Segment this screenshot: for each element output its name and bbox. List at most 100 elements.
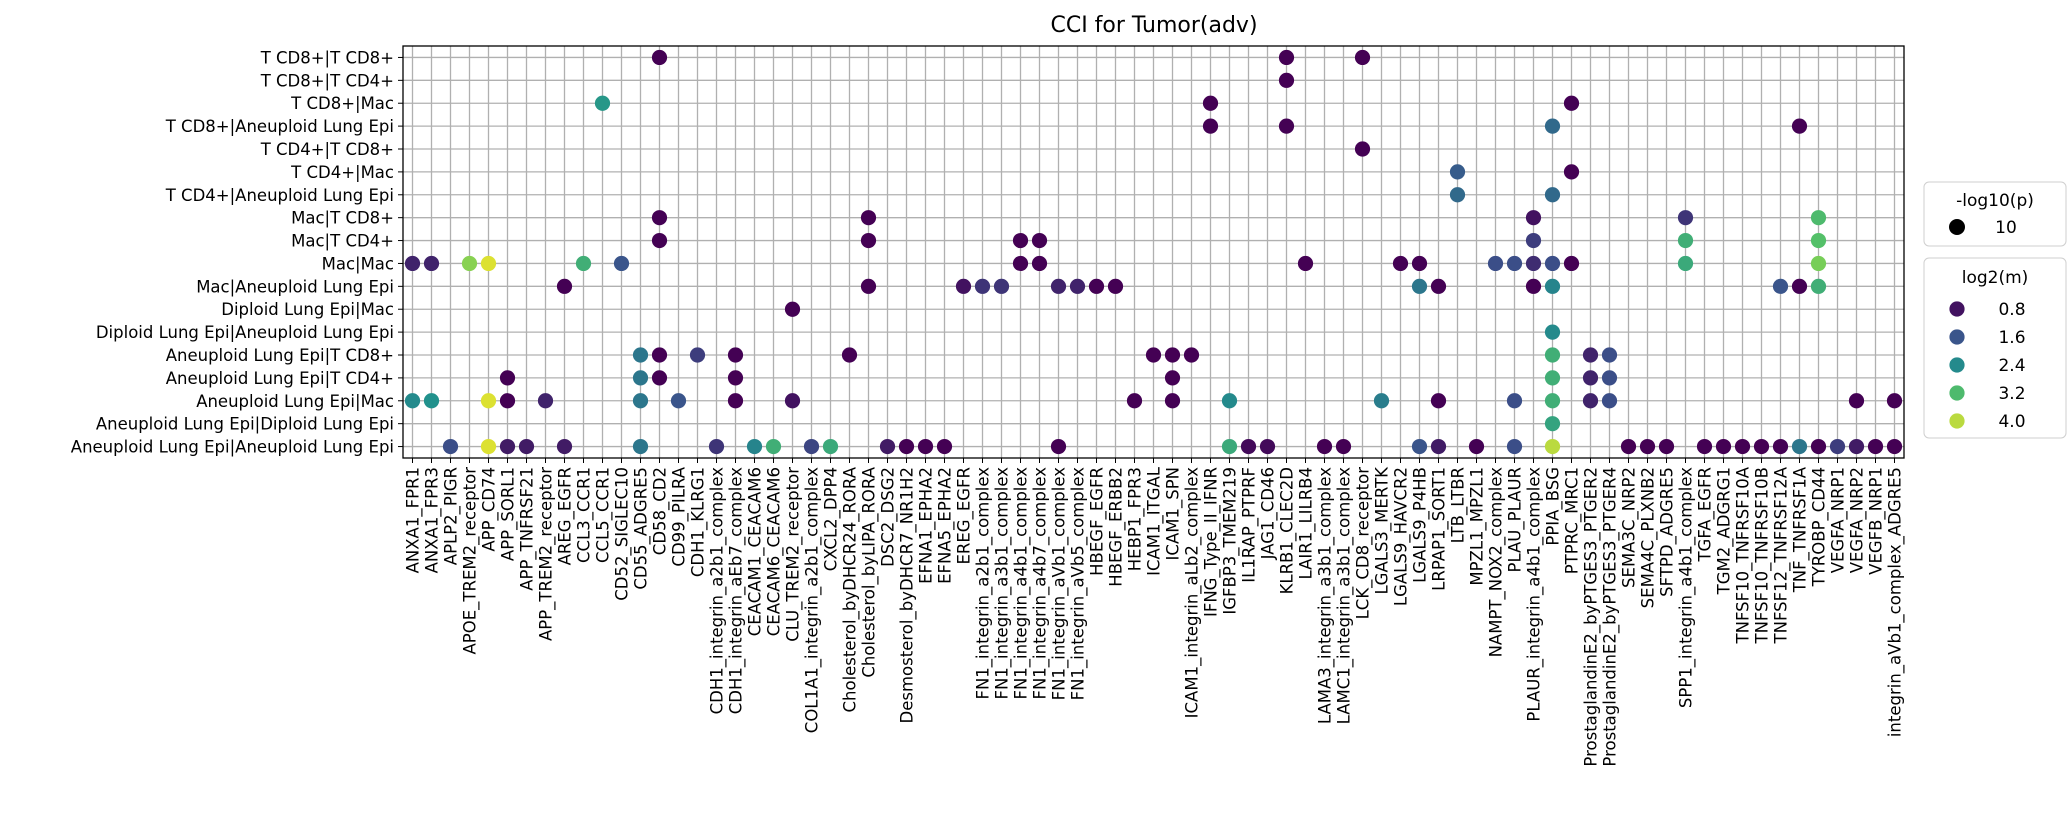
data-point	[1525, 232, 1542, 249]
color-legend-label: 4.0	[1998, 412, 2025, 432]
data-point	[1411, 278, 1428, 294]
data-point	[1563, 255, 1580, 272]
x-tick-label: APP_TREM2_receptor	[537, 467, 557, 641]
data-point	[1886, 438, 1903, 455]
x-tick-label: SFTPD_ADGRE5	[1658, 467, 1678, 597]
x-tick-label: PLAU_PLAUR	[1506, 467, 1526, 573]
x-tick-label: PTPRC_MRC1	[1563, 467, 1583, 574]
y-tick-label: Aneuploid Lung Epi|T CD8+	[166, 346, 394, 365]
data-point	[1658, 438, 1675, 455]
data-point	[860, 278, 877, 294]
data-point	[499, 393, 516, 409]
data-point	[1734, 438, 1751, 455]
x-tick-label: CDH1_integrin_aEb7_complex	[727, 467, 747, 715]
x-tick-label: ANXA1_FPR3	[423, 467, 443, 573]
data-point	[1810, 232, 1827, 249]
x-tick-label: APP_CD74	[480, 467, 500, 552]
x-tick-label: SEMA3C_NRP2	[1620, 467, 1640, 588]
data-point	[1639, 438, 1656, 455]
x-tick-label: LAMC1_integrin_a3b1_complex	[1335, 467, 1355, 725]
data-point	[1544, 347, 1561, 363]
x-tick-label: TYROBP_CD44	[1810, 467, 1830, 587]
x-tick-label: CLU_TREM2_receptor	[784, 467, 804, 642]
data-point	[1202, 118, 1219, 134]
x-tick-label: LGALS3_MERTK	[1373, 466, 1393, 595]
x-tick-label: EFNA1_EPHA2	[917, 467, 937, 584]
x-tick-label: VEGFA_NRP2	[1848, 467, 1868, 573]
data-point	[1791, 118, 1808, 134]
x-tick-label: TNFSF10_TNFRSF10A	[1734, 466, 1754, 644]
data-point	[1107, 278, 1124, 294]
x-tick-label: LAIR1_LILRB4	[1297, 467, 1317, 579]
data-point	[613, 255, 630, 272]
x-tick-label: VEGFB_NRP1	[1867, 467, 1887, 575]
data-point	[1582, 370, 1599, 386]
data-point	[727, 393, 744, 409]
grid-lines	[403, 46, 1904, 458]
data-point	[1677, 210, 1694, 226]
x-tick-label: CDH1_KLRG1	[689, 467, 709, 577]
data-point	[575, 255, 592, 272]
data-point	[480, 438, 497, 455]
data-point	[404, 255, 421, 272]
data-point	[784, 393, 801, 409]
data-point	[1525, 210, 1542, 226]
data-point	[1525, 255, 1542, 272]
data-point	[936, 438, 953, 455]
data-point	[1449, 187, 1466, 203]
x-tick-label: CD52_SIGLEC10	[613, 467, 633, 601]
x-tick-label: LAMA3_integrin_a3b1_complex	[1316, 467, 1336, 724]
x-tick-label: EREG_EGFR	[955, 467, 975, 565]
data-point	[1164, 370, 1181, 386]
data-point	[1316, 438, 1333, 455]
data-point	[1506, 255, 1523, 272]
data-point	[1430, 438, 1447, 455]
x-tick-label: APP_SORL1	[499, 467, 519, 561]
data-point	[1582, 347, 1599, 363]
y-tick-label: Aneuploid Lung Epi|T CD4+	[166, 369, 394, 388]
x-tick-label: ICAM1_ITGAL	[1145, 466, 1165, 576]
data-point	[1791, 438, 1808, 455]
data-point	[1677, 232, 1694, 249]
x-tick-label: CD99_PILRA	[670, 466, 690, 566]
data-point	[480, 393, 497, 409]
data-point	[1544, 324, 1561, 340]
x-tick-label: FN1_integrin_aVb1_complex	[1050, 467, 1070, 701]
color-legend-marker	[1949, 329, 1965, 345]
data-point	[1088, 278, 1105, 294]
data-point	[1221, 393, 1238, 409]
x-tick-label: ANXA1_FPR1	[404, 467, 424, 573]
x-tick-label: APLP2_PIGR	[442, 467, 462, 565]
data-point	[1449, 164, 1466, 180]
data-point	[689, 347, 706, 363]
x-tick-label: TGFA_EGFR	[1696, 467, 1716, 563]
x-tick-label: HBEGF_EGFR	[1088, 467, 1108, 576]
data-point	[822, 438, 839, 455]
data-point	[860, 210, 877, 226]
data-point	[518, 438, 535, 455]
data-point	[1810, 278, 1827, 294]
x-tick-label: ICAM1_SPN	[1164, 467, 1184, 560]
data-point	[1126, 393, 1143, 409]
data-point	[1354, 49, 1371, 66]
data-point	[1544, 118, 1561, 134]
x-tick-label: PPIA_BSG	[1544, 467, 1564, 546]
data-point	[1240, 438, 1257, 455]
y-tick-label: Aneuploid Lung Epi|Aneuploid Lung Epi	[71, 438, 394, 457]
data-point	[1829, 438, 1846, 455]
x-tick-label: PLAUR_integrin_a4b1_complex	[1525, 467, 1545, 722]
x-tick-label: CCL5_CCR1	[594, 467, 614, 563]
y-axis-tick-labels: T CD8+|T CD8+ T CD8+|T CD4+ T CD8+|Mac T CD…	[71, 48, 403, 457]
x-tick-label: ProstaglandinE2_byPTGES3_PTGER2	[1582, 467, 1602, 767]
color-legend-marker	[1949, 357, 1965, 373]
y-tick-label: Mac|T CD4+	[291, 232, 394, 251]
data-point	[1164, 393, 1181, 409]
y-tick-label: T CD8+|T CD4+	[260, 71, 394, 90]
data-point	[404, 393, 421, 409]
data-point	[423, 393, 440, 409]
data-point	[1544, 187, 1561, 203]
data-point	[898, 438, 915, 455]
y-tick-label: T CD8+|Mac	[290, 94, 394, 113]
data-point	[1050, 438, 1067, 455]
